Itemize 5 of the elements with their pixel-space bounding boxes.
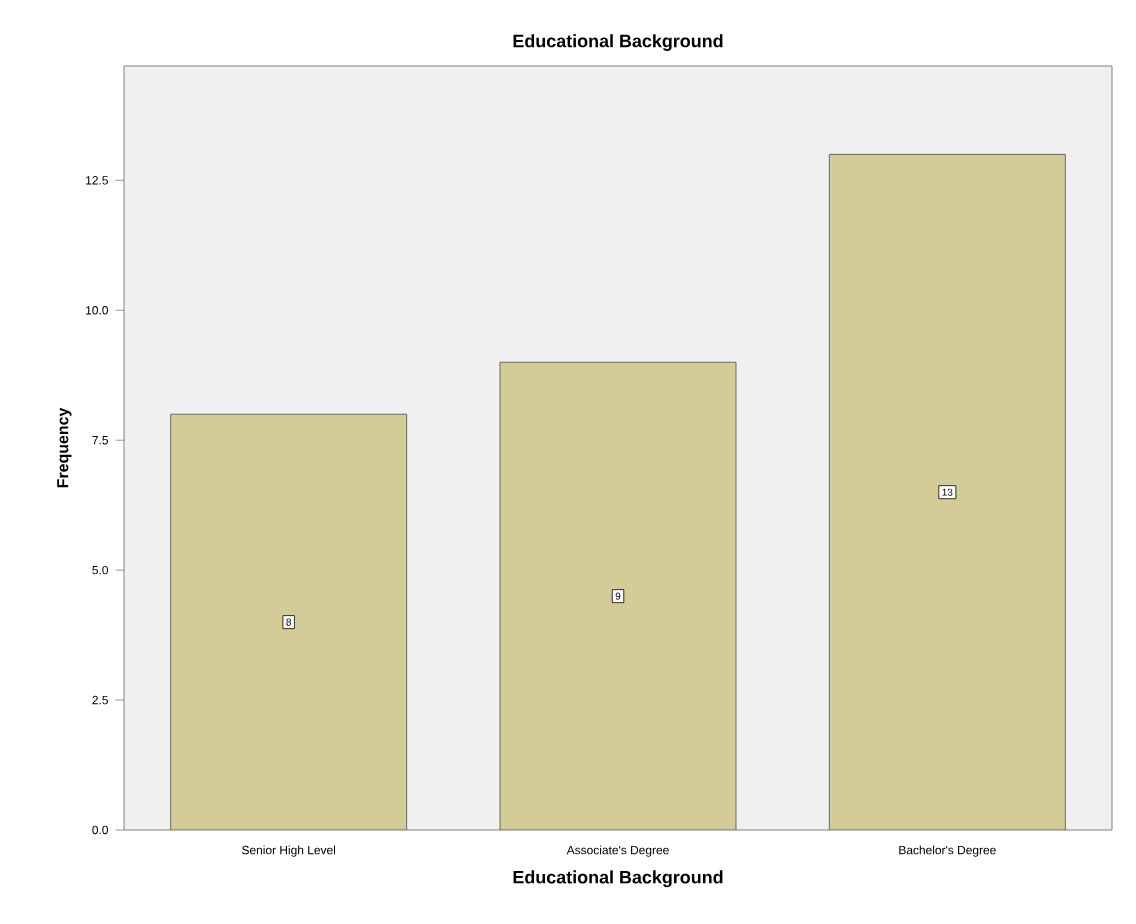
bar [170, 413, 408, 830]
x-axis-title: Educational Background [513, 870, 723, 888]
bar [828, 153, 1066, 830]
chart-title: Educational Background [513, 34, 723, 51]
bar [499, 361, 737, 830]
